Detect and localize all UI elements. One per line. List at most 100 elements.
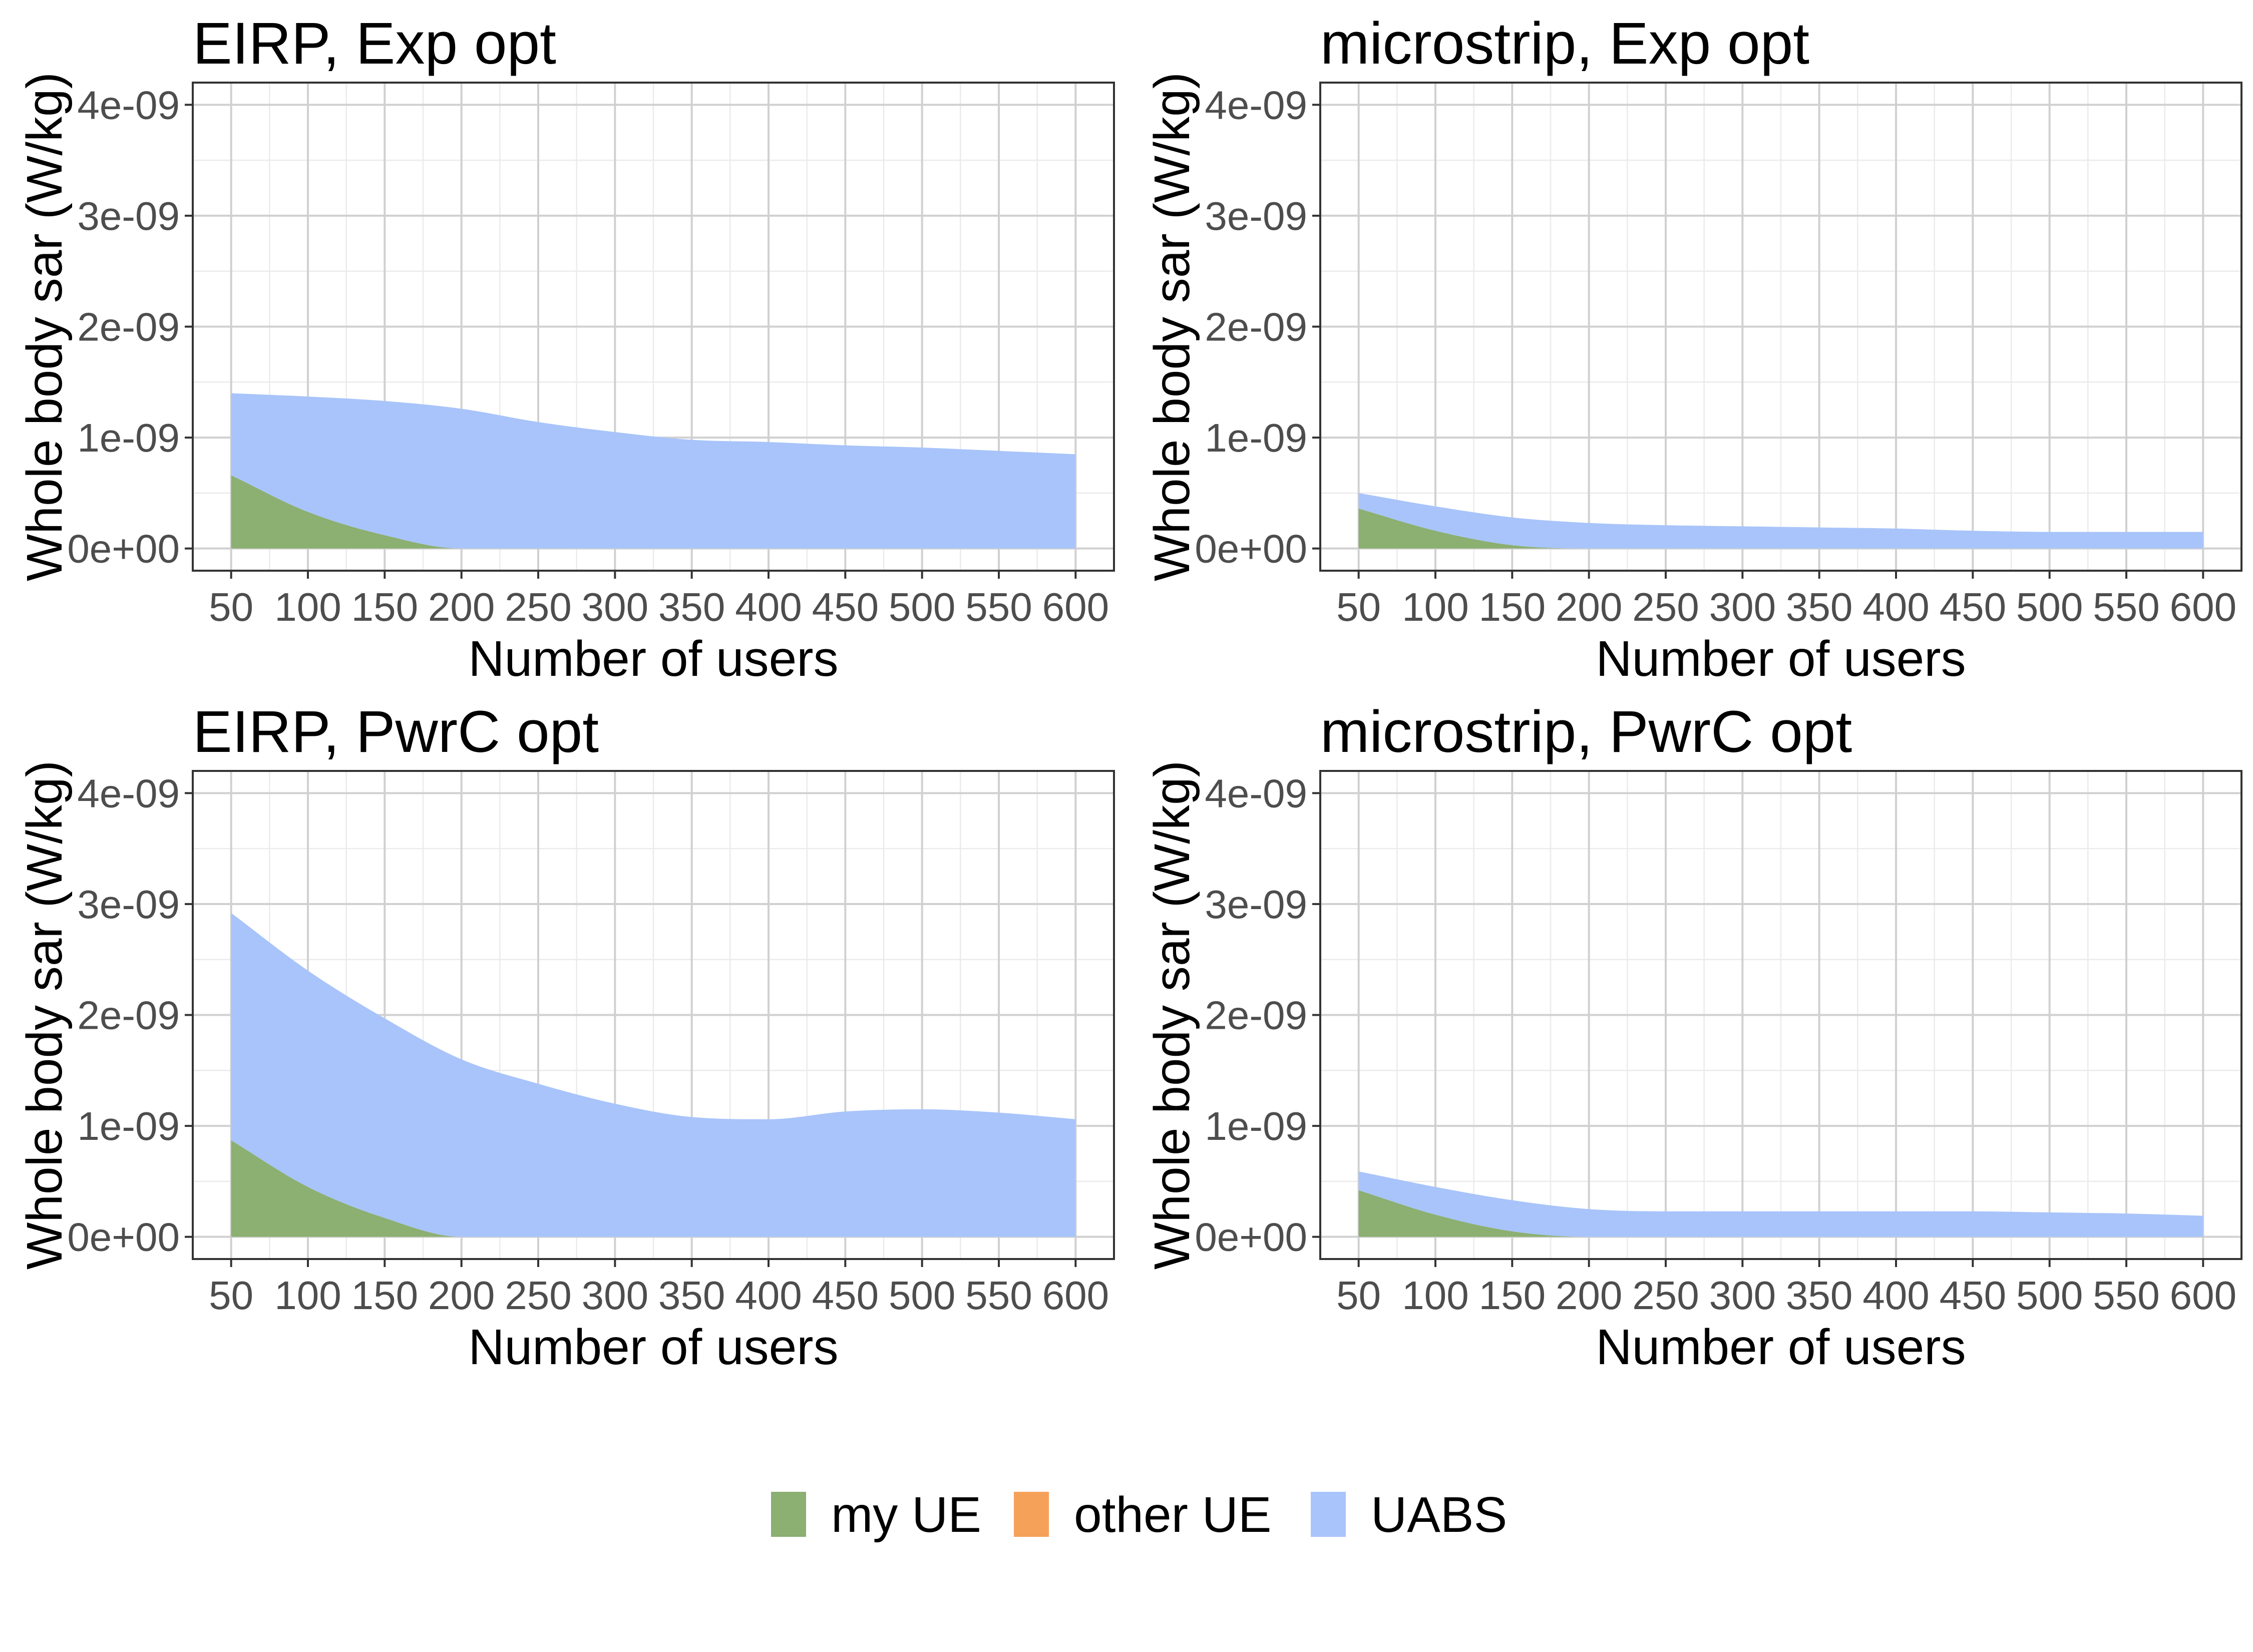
y-tick-label: 4e-09 xyxy=(77,771,180,815)
grid xyxy=(1320,83,2241,571)
x-tick-label: 250 xyxy=(1632,585,1699,629)
x-tick-label: 450 xyxy=(812,1273,879,1318)
y-axis-title: Whole body sar (W/kg) xyxy=(17,72,73,581)
area-uabs xyxy=(231,913,1076,1237)
y-tick-label: 2e-09 xyxy=(77,993,180,1038)
x-axis-title: Number of users xyxy=(1596,631,1966,687)
x-tick-label: 600 xyxy=(2170,1273,2236,1318)
areas xyxy=(231,913,1076,1237)
y-tick-label: 1e-09 xyxy=(1205,416,1307,460)
panel-title: microstrip, PwrC opt xyxy=(1320,699,1852,765)
legend-swatch xyxy=(771,1492,806,1537)
x-tick-label: 550 xyxy=(965,585,1032,629)
x-tick-label: 250 xyxy=(1632,1273,1699,1318)
x-tick-label: 100 xyxy=(1402,585,1468,629)
y-tick-label: 2e-09 xyxy=(1205,305,1307,349)
areas xyxy=(1358,493,2203,549)
area-my-ue xyxy=(1358,1190,2203,1237)
y-tick-label: 1e-09 xyxy=(77,1104,180,1148)
x-tick-label: 600 xyxy=(2170,585,2236,629)
y-tick-label: 4e-09 xyxy=(1205,771,1307,815)
area-uabs xyxy=(1358,493,2203,549)
legend: my UE other UE UABS xyxy=(771,1487,1507,1543)
x-tick-label: 150 xyxy=(351,1273,418,1318)
panels: 50 100 150 200 250 300 350 400 450 500 550 6000e+00… xyxy=(17,11,2242,1375)
y-tick-label: 0e+00 xyxy=(67,527,180,571)
x-tick-label: 500 xyxy=(889,1273,955,1318)
areas xyxy=(1358,1171,2203,1237)
x-tick-label: 500 xyxy=(2016,585,2083,629)
x-tick-label: 350 xyxy=(1786,585,1852,629)
y-axis-title: Whole body sar (W/kg) xyxy=(1144,72,1200,581)
x-tick-label: 350 xyxy=(658,585,725,629)
x-tick-label: 100 xyxy=(274,585,341,629)
x-tick-label: 400 xyxy=(1862,1273,1929,1318)
x-tick-label: 200 xyxy=(1556,1273,1622,1318)
y-tick-label: 2e-09 xyxy=(77,305,180,349)
y-tick-label: 3e-09 xyxy=(77,882,180,927)
x-tick-label: 350 xyxy=(1786,1273,1852,1318)
panel-title: microstrip, Exp opt xyxy=(1320,11,1809,77)
x-tick-label: 400 xyxy=(735,585,802,629)
area-uabs xyxy=(1358,1171,2203,1237)
x-tick-label: 450 xyxy=(1940,1273,2006,1318)
x-tick-label: 300 xyxy=(1709,585,1776,629)
x-tick-label: 50 xyxy=(1336,585,1381,629)
area-my-ue xyxy=(1358,508,2203,549)
x-axis-title: Number of users xyxy=(468,631,838,687)
y-tick-label: 2e-09 xyxy=(1205,993,1307,1038)
x-tick-label: 550 xyxy=(965,1273,1032,1318)
panel-3: 50 100 150 200 250 300 350 400 450 500 550 600 0e+00… xyxy=(17,699,1115,1375)
area-my-ue xyxy=(231,1140,1076,1237)
x-tick-label: 550 xyxy=(2093,1273,2159,1318)
x-tick-label: 600 xyxy=(1042,1273,1109,1318)
x-tick-label: 300 xyxy=(582,1273,648,1318)
y-tick-label: 1e-09 xyxy=(1205,1104,1307,1148)
area-uabs xyxy=(231,393,1076,549)
x-tick-label: 150 xyxy=(1479,1273,1546,1318)
panel-2: 50 100 150 200 250 300 350 400 450 500 550 600 0e+00… xyxy=(1144,11,2242,687)
panel-title: EIRP, Exp opt xyxy=(193,11,556,77)
x-tick-label: 250 xyxy=(505,585,571,629)
x-tick-label: 450 xyxy=(1940,585,2006,629)
x-tick-label: 300 xyxy=(582,585,648,629)
y-axis-title: Whole body sar (W/kg) xyxy=(1144,760,1200,1270)
y-tick-label: 0e+00 xyxy=(1195,1215,1307,1260)
x-tick-label: 250 xyxy=(505,1273,571,1318)
y-tick-label: 0e+00 xyxy=(1195,527,1307,571)
y-tick-label: 1e-09 xyxy=(77,416,180,460)
x-tick-label: 50 xyxy=(1336,1273,1381,1318)
x-tick-label: 200 xyxy=(1556,585,1622,629)
x-tick-label: 500 xyxy=(889,585,955,629)
legend-item-my-ue: my UE xyxy=(771,1487,981,1543)
areas xyxy=(231,393,1076,549)
x-tick-label: 400 xyxy=(735,1273,802,1318)
panel-4: 50 100 150 200 250 300 350 400 450 500 550 600 0e+00… xyxy=(1144,699,2242,1375)
panel-title: EIRP, PwrC opt xyxy=(193,699,599,765)
x-tick-label: 200 xyxy=(428,585,495,629)
x-axis-title: Number of users xyxy=(1596,1319,1966,1375)
y-tick-label: 4e-09 xyxy=(77,83,180,127)
x-axis-title: Number of users xyxy=(468,1319,838,1375)
panel-1: 50 100 150 200 250 300 350 400 450 500 550 600 0e+00… xyxy=(17,11,1115,687)
x-tick-label: 350 xyxy=(658,1273,725,1318)
legend-label: UABS xyxy=(1371,1487,1507,1543)
x-tick-label: 100 xyxy=(274,1273,341,1318)
x-tick-label: 200 xyxy=(428,1273,495,1318)
x-tick-label: 550 xyxy=(2093,585,2159,629)
legend-swatch xyxy=(1014,1492,1049,1537)
legend-label: other UE xyxy=(1074,1487,1272,1543)
x-tick-label: 600 xyxy=(1042,585,1109,629)
x-tick-label: 500 xyxy=(2016,1273,2083,1318)
legend-item-uabs: UABS xyxy=(1311,1487,1507,1543)
y-tick-label: 3e-09 xyxy=(1205,194,1307,238)
x-tick-label: 300 xyxy=(1709,1273,1776,1318)
y-tick-label: 3e-09 xyxy=(77,194,180,238)
legend-label: my UE xyxy=(831,1487,981,1543)
area-my-ue xyxy=(231,475,1076,549)
x-tick-label: 400 xyxy=(1862,585,1929,629)
x-tick-label: 450 xyxy=(812,585,879,629)
legend-swatch xyxy=(1311,1492,1346,1537)
y-tick-label: 3e-09 xyxy=(1205,882,1307,927)
